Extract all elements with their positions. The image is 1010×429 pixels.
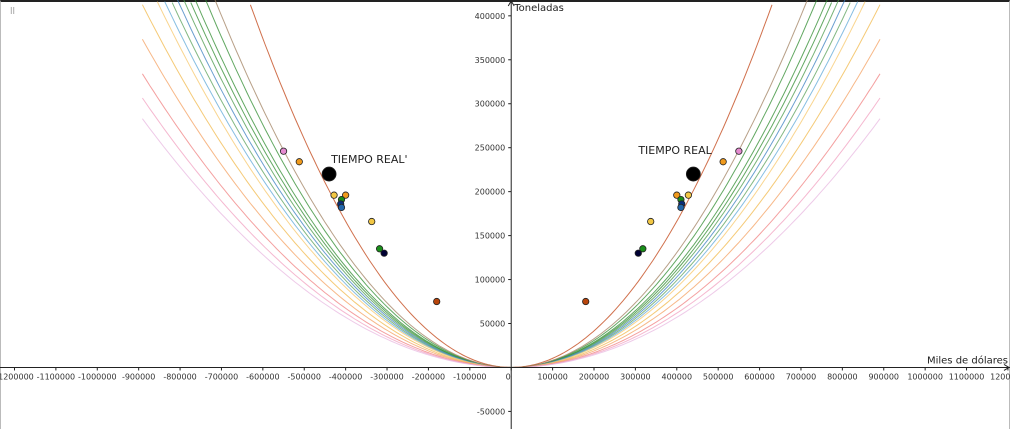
point-right-0[interactable]: [685, 166, 701, 182]
y-tick-label: 300000: [475, 100, 506, 109]
curve-r-9: [511, 39, 881, 368]
ticks-layer: -1200000-1100000-1000000-900000-800000-7…: [0, 12, 1010, 417]
x-tick-label: 1000000: [907, 372, 943, 381]
curve-l-0: [205, 0, 512, 368]
x-tick-label: -1000000: [78, 372, 117, 381]
y-tick-label: 150000: [475, 232, 506, 241]
point-left-2[interactable]: [342, 191, 350, 199]
x-tick-label: 700000: [786, 372, 817, 381]
x-tick-label: 200000: [579, 372, 610, 381]
y-tick-label: -50000: [477, 407, 505, 416]
point-left-9[interactable]: [380, 249, 388, 257]
x-tick-label: 1200000: [990, 372, 1010, 381]
y-axis-arrow: [507, 0, 515, 7]
curve-l-4: [171, 2, 512, 368]
curve-r-1: [511, 0, 828, 368]
y-tick-label: 400000: [475, 12, 506, 21]
point-right-7[interactable]: [677, 203, 685, 212]
x-tick-label: 500000: [703, 372, 734, 381]
curves-layer: [141, 0, 881, 368]
point-right-9[interactable]: [639, 245, 647, 253]
point-left-1[interactable]: [295, 158, 303, 166]
x-tick-label: -600000: [246, 372, 279, 381]
x-tick-label: 900000: [868, 372, 899, 381]
y-tick-label: 50000: [480, 320, 505, 329]
annotation-tiempo-real: TIEMPO REAL: [637, 144, 712, 157]
point-left-10[interactable]: [433, 297, 441, 306]
curve-l-8: [156, 1, 512, 368]
curve-l-1: [194, 0, 512, 368]
x-tick-label: -300000: [370, 372, 403, 381]
y-tick-label: 100000: [475, 276, 506, 285]
x-tick-label: -1200000: [0, 372, 34, 381]
x-tick-label: 800000: [827, 372, 858, 381]
curve-r-12: [511, 118, 881, 368]
curve-r-7: [511, 4, 881, 368]
x-tick-label: 100000: [537, 372, 568, 381]
x-tick-label: -700000: [205, 372, 238, 381]
annotation-tiempo-real-prime: TIEMPO REAL': [330, 153, 407, 166]
x-tick-label: -500000: [288, 372, 321, 381]
y-tick-label: 200000: [475, 188, 506, 197]
point-right-10[interactable]: [634, 249, 642, 257]
curve-l-11: [141, 97, 512, 368]
y-tick-label: 250000: [475, 144, 506, 153]
point-right-1[interactable]: [735, 147, 743, 155]
x-tick-label: 600000: [744, 372, 775, 381]
curve-r-13: [511, 4, 773, 368]
point-left-6[interactable]: [337, 203, 346, 212]
x-tick-label: 1100000: [949, 372, 985, 381]
curve-l-3: [183, 0, 512, 368]
point-right-2[interactable]: [719, 158, 727, 166]
point-left-0[interactable]: [279, 147, 288, 155]
point-left-7[interactable]: [368, 217, 376, 226]
curve-r-8: [511, 1, 866, 368]
point-right-4[interactable]: [684, 191, 692, 199]
point-left-3[interactable]: [330, 191, 338, 199]
y-axis-label: Toneladas: [513, 3, 564, 14]
curve-r-4: [511, 2, 851, 368]
x-tick-label: 0: [506, 372, 511, 381]
point-tiempo-real-prime[interactable]: [321, 166, 337, 182]
curve-r-5: [511, 0, 846, 368]
curve-r-14: [511, 0, 808, 368]
curve-r-3: [511, 0, 840, 368]
curve-l-13: [249, 4, 512, 368]
point-right-8[interactable]: [647, 217, 655, 226]
point-right-11[interactable]: [582, 297, 590, 306]
curve-r-11: [511, 97, 881, 368]
x-tick-label: -800000: [163, 372, 196, 381]
x-axis-arrow: [1003, 364, 1010, 371]
curve-l-7: [141, 4, 512, 368]
corner-mark: ll: [10, 7, 15, 17]
curve-l-10: [141, 73, 512, 368]
x-tick-label: -400000: [329, 372, 362, 381]
x-tick-label: 300000: [620, 372, 651, 381]
x-tick-label: -900000: [122, 372, 155, 381]
x-tick-label: -1100000: [37, 372, 76, 381]
y-tick-label: 350000: [475, 56, 506, 65]
curve-l-14: [214, 0, 512, 368]
x-tick-label: -200000: [412, 372, 445, 381]
x-tick-label: -100000: [453, 372, 486, 381]
curve-l-9: [141, 39, 512, 368]
curve-r-0: [511, 0, 818, 368]
curve-l-12: [141, 118, 512, 368]
curve-l-5: [177, 0, 512, 368]
point-left-8[interactable]: [375, 245, 384, 253]
curve-r-10: [511, 73, 881, 368]
x-tick-label: 400000: [662, 372, 693, 381]
x-axis-label: Miles de dólares: [927, 354, 1008, 366]
points-layer: [279, 147, 743, 306]
point-right-3[interactable]: [673, 191, 681, 199]
